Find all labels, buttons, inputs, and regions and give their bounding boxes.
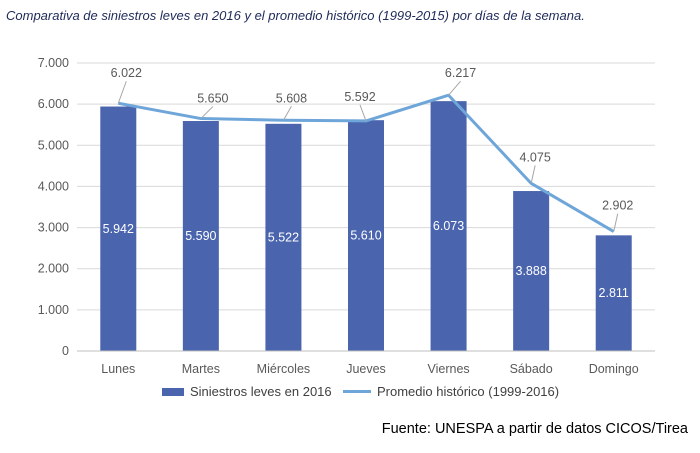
x-tick-label: Viernes [427,362,469,376]
chart-plot: 5.942 5.590 5.522 5.610 6.073 3.888 2.811 6.022… [38,56,655,376]
line-label-leader [359,104,367,122]
bar [430,101,467,351]
x-tick-label: Miércoles [257,362,311,376]
x-tick-label: Sábado [510,362,553,376]
x-tick-label: Lunes [101,362,135,376]
legend-bar-swatch [162,387,184,396]
line-value-label: 5.650 [197,92,228,106]
line-label-leader [448,80,461,96]
legend-label-line: Promedio histórico (1999-2016) [377,384,560,399]
line-label-leader [117,81,127,104]
y-tick-label: 7.000 [38,56,69,70]
source-note: Fuente: UNESPA a partir de datos CICOS/T… [381,421,688,437]
y-tick-label: 0 [62,344,69,358]
bar [100,106,137,351]
y-tick-label: 4.000 [38,179,69,193]
y-tick-label: 2.000 [38,262,69,276]
bar-value-label: 5.942 [103,222,134,236]
y-tick-label: 3.000 [38,221,69,235]
legend-label-bars: Siniestros leves en 2016 [190,384,332,399]
line-label-leader [282,106,292,121]
bar-value-label: 6.073 [433,219,464,233]
line-value-label: 6.022 [111,66,142,80]
y-tick-label: 1.000 [38,303,69,317]
chart-legend: Siniestros leves en 2016 Promedio histór… [0,384,700,404]
line-value-label: 5.592 [344,90,375,104]
bar [182,121,219,351]
legend-item-bars: Siniestros leves en 2016 [162,384,332,399]
x-tick-label: Martes [182,362,220,376]
bar [265,123,302,351]
y-tick-label: 5.000 [38,138,69,152]
bar [513,191,550,351]
x-tick-label: Domingo [589,362,639,376]
bar-value-label: 5.590 [185,229,216,243]
legend-line-swatch [343,390,371,393]
bar-value-label: 5.610 [350,229,381,243]
bar [348,120,384,351]
line-value-label: 6.217 [445,66,476,80]
bar-value-label: 2.811 [599,286,629,300]
bar-value-label: 5.522 [268,230,299,244]
bar-value-label: 3.888 [516,264,547,278]
bar [595,235,632,351]
y-tick-label: 6.000 [38,97,69,111]
line-label-leader [530,165,536,184]
line-value-label: 5.608 [276,91,307,105]
line-label-leader [200,106,214,119]
line-value-label: 4.075 [520,150,551,164]
x-tick-label: Jueves [346,362,386,376]
legend-item-line: Promedio histórico (1999-2016) [343,384,559,399]
chart-title: Comparativa de siniestros leves en 2016 … [6,8,585,23]
line-label-leader [613,213,619,232]
line-value-label: 2.902 [602,199,633,213]
